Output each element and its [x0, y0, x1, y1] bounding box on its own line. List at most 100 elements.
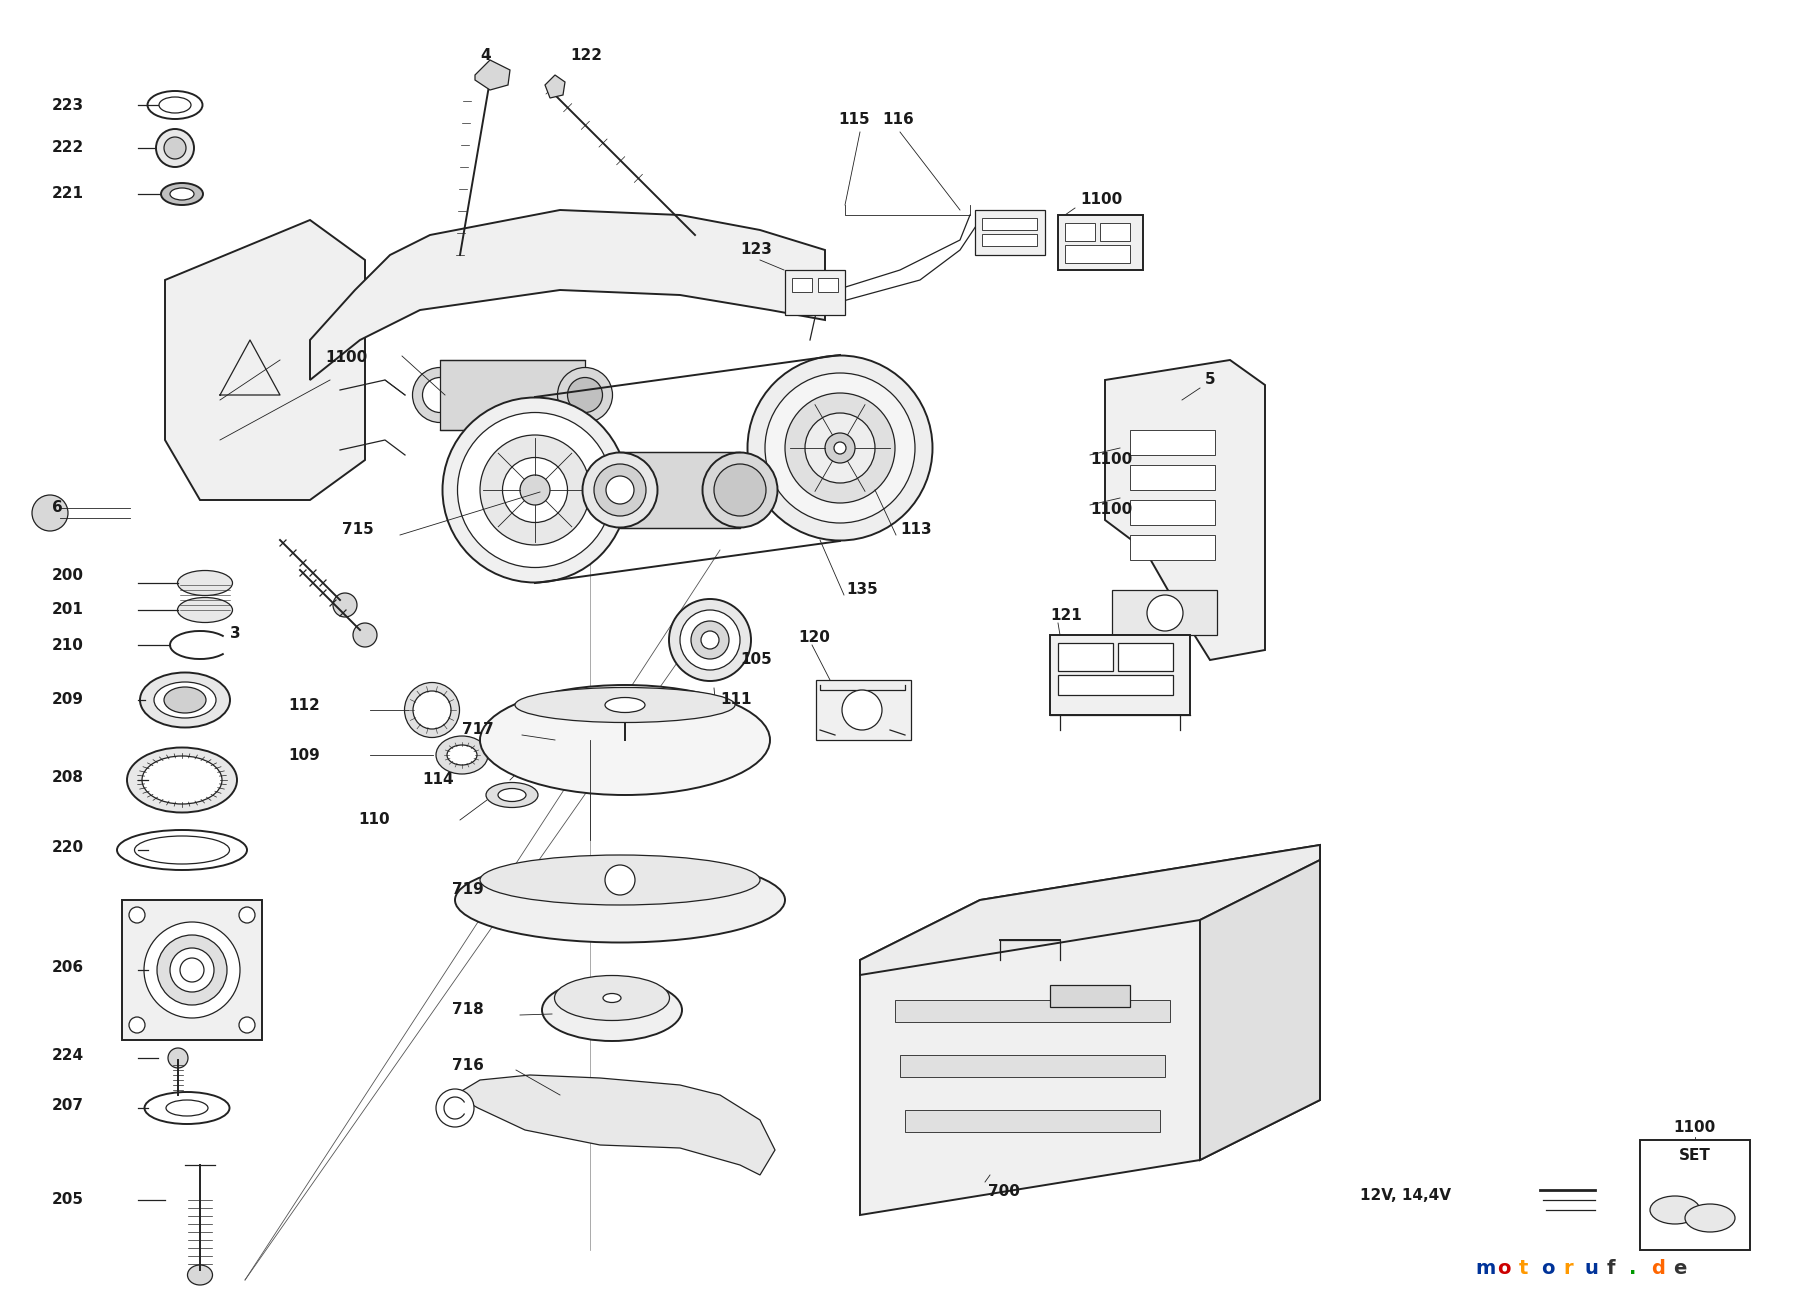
Ellipse shape	[436, 737, 488, 774]
Text: 123: 123	[740, 243, 772, 258]
Polygon shape	[1201, 860, 1319, 1160]
Text: 135: 135	[846, 583, 878, 597]
Text: 1100: 1100	[1080, 192, 1121, 208]
Ellipse shape	[155, 682, 216, 719]
Ellipse shape	[446, 746, 477, 765]
Text: .: .	[1629, 1259, 1636, 1277]
Text: 6: 6	[52, 501, 63, 516]
Text: 112: 112	[288, 698, 320, 712]
Ellipse shape	[412, 368, 468, 423]
Ellipse shape	[144, 1093, 230, 1124]
Ellipse shape	[443, 397, 628, 583]
Text: d: d	[1651, 1259, 1665, 1277]
Ellipse shape	[715, 464, 767, 516]
Text: SET: SET	[1679, 1148, 1712, 1162]
Text: 716: 716	[452, 1058, 484, 1072]
Polygon shape	[545, 75, 565, 98]
Ellipse shape	[164, 688, 205, 713]
Text: 121: 121	[1049, 608, 1082, 623]
Bar	[1100, 223, 1130, 241]
Text: 715: 715	[342, 522, 374, 538]
Ellipse shape	[486, 783, 538, 808]
Circle shape	[239, 1017, 256, 1033]
Text: 206: 206	[52, 961, 85, 975]
Text: 1100: 1100	[1091, 503, 1132, 517]
Ellipse shape	[140, 672, 230, 728]
Bar	[817, 279, 839, 292]
Text: 115: 115	[839, 112, 869, 128]
Text: e: e	[1672, 1259, 1687, 1277]
Text: 700: 700	[988, 1184, 1021, 1200]
Polygon shape	[310, 210, 824, 381]
Text: 12V, 14,4V: 12V, 14,4V	[1361, 1188, 1451, 1202]
Ellipse shape	[412, 691, 452, 729]
Ellipse shape	[558, 368, 612, 423]
Ellipse shape	[164, 137, 185, 159]
Text: 1100: 1100	[326, 351, 367, 365]
Ellipse shape	[607, 476, 634, 504]
Ellipse shape	[785, 393, 895, 503]
Text: 111: 111	[720, 693, 752, 707]
Bar	[895, 1000, 1170, 1022]
Ellipse shape	[436, 1089, 473, 1127]
Circle shape	[842, 690, 882, 730]
Polygon shape	[1105, 360, 1265, 660]
Bar	[815, 680, 911, 740]
Text: 113: 113	[900, 522, 932, 538]
Bar	[900, 1055, 1165, 1077]
Bar	[1640, 1140, 1750, 1250]
Text: 110: 110	[358, 813, 389, 827]
Ellipse shape	[405, 682, 459, 738]
Text: 221: 221	[52, 187, 85, 201]
Polygon shape	[860, 845, 1319, 1215]
Circle shape	[130, 907, 146, 924]
Text: u: u	[1586, 1259, 1598, 1277]
Text: 1100: 1100	[1091, 453, 1132, 467]
Ellipse shape	[166, 1100, 209, 1116]
Ellipse shape	[520, 475, 551, 504]
Text: 205: 205	[52, 1192, 85, 1207]
Ellipse shape	[691, 620, 729, 659]
Text: f: f	[1607, 1259, 1616, 1277]
Circle shape	[157, 935, 227, 1005]
Ellipse shape	[603, 993, 621, 1002]
Ellipse shape	[583, 453, 657, 528]
Bar	[122, 900, 263, 1040]
Circle shape	[180, 958, 203, 982]
Bar	[1049, 986, 1130, 1007]
Ellipse shape	[178, 597, 232, 623]
Text: 208: 208	[52, 770, 85, 786]
Ellipse shape	[142, 756, 221, 804]
Ellipse shape	[481, 855, 760, 906]
Bar	[1130, 464, 1215, 490]
Text: 220: 220	[52, 841, 85, 855]
Ellipse shape	[455, 858, 785, 943]
Circle shape	[130, 1017, 146, 1033]
Ellipse shape	[1685, 1204, 1735, 1232]
Text: r: r	[1562, 1259, 1573, 1277]
Text: 114: 114	[421, 773, 454, 787]
Ellipse shape	[529, 749, 551, 761]
Text: 719: 719	[452, 882, 484, 898]
Ellipse shape	[833, 442, 846, 454]
Ellipse shape	[567, 378, 603, 413]
Text: 105: 105	[740, 653, 772, 667]
Text: m: m	[1474, 1259, 1496, 1277]
Polygon shape	[166, 221, 365, 501]
Bar	[785, 270, 844, 315]
Ellipse shape	[702, 453, 778, 528]
Ellipse shape	[117, 829, 247, 869]
Text: 210: 210	[52, 637, 85, 653]
Text: 209: 209	[52, 693, 85, 707]
Ellipse shape	[148, 92, 202, 119]
Bar	[619, 451, 740, 528]
Circle shape	[169, 948, 214, 992]
Circle shape	[32, 495, 68, 531]
Ellipse shape	[747, 356, 932, 541]
Polygon shape	[860, 845, 1319, 975]
Ellipse shape	[518, 744, 562, 766]
Ellipse shape	[128, 747, 238, 813]
Circle shape	[144, 922, 239, 1018]
Text: 109: 109	[288, 747, 320, 762]
Ellipse shape	[178, 570, 232, 596]
